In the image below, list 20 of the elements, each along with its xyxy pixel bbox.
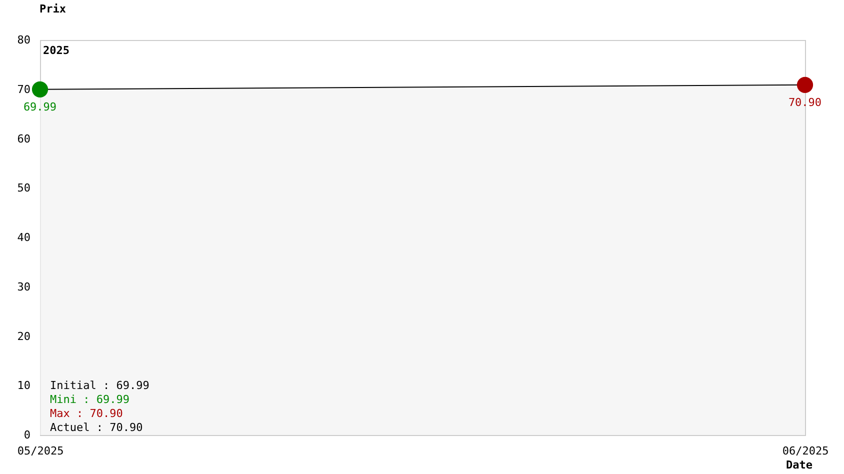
annotation: Initial : 69.99 [50,379,150,392]
y-tick-label: 70 [17,82,30,96]
y-tick-label: 50 [17,182,30,195]
y-tick-label: 40 [17,231,30,244]
y-tick-label: 20 [17,330,30,343]
y-tick-label: 80 [17,34,30,46]
x-tick-label: 06/2025 [782,444,829,458]
x-axis-title: Date [786,458,813,472]
y-tick-label: 60 [17,132,30,146]
annotation: Actuel : 70.90 [50,421,143,434]
data-label: 69.99 [23,100,57,114]
data-label: 70.90 [788,96,822,109]
annotation: 2025 [43,44,70,57]
y-tick-label: 0 [24,428,30,442]
y-tick-label: 10 [17,379,30,392]
annotation: Max : 70.90 [50,407,123,420]
y-tick-label: 30 [17,280,30,294]
x-tick-label: 05/2025 [17,444,64,458]
y-axis-title: Prix [40,2,66,16]
annotation: Mini : 69.99 [50,393,130,406]
